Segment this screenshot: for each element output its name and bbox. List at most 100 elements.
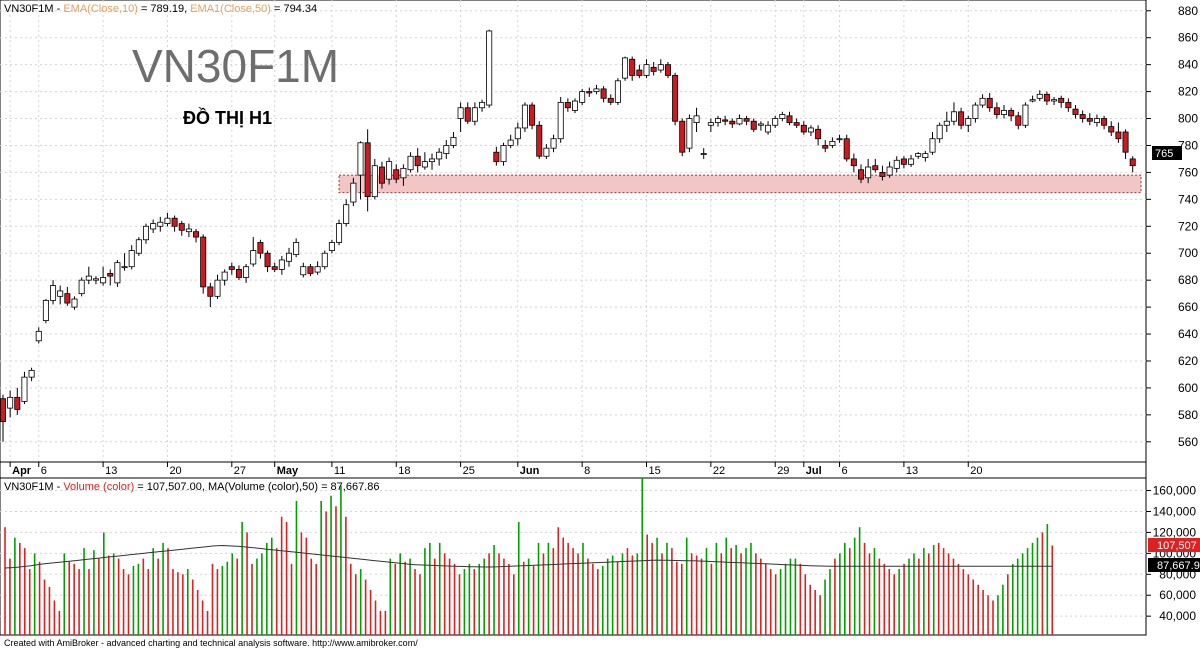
- candle-up: [214, 279, 221, 297]
- candle-up: [514, 127, 521, 140]
- candle-down: [493, 151, 500, 163]
- candle-down: [1079, 114, 1086, 119]
- date-tick-label: 15: [649, 465, 661, 477]
- candle-up: [278, 259, 285, 270]
- candle-up: [908, 158, 915, 165]
- price-tick-label: 740: [1178, 192, 1198, 206]
- date-tick-label: 6: [842, 465, 848, 477]
- candle-down: [679, 120, 686, 153]
- candle-down: [793, 122, 800, 126]
- volume-tick-label: 60,000: [1159, 588, 1196, 602]
- price-tick-label: 840: [1178, 58, 1198, 72]
- price-tick-label: 560: [1178, 435, 1198, 449]
- date-tick-label: 13: [105, 465, 117, 477]
- candle-down: [872, 165, 879, 171]
- candle-down: [1015, 115, 1022, 126]
- candle-up: [943, 120, 950, 126]
- candle-up: [78, 279, 85, 295]
- date-tick-label: 8: [584, 465, 590, 477]
- last-ma-label: 87,667.9: [1157, 560, 1200, 572]
- candle-up: [929, 138, 936, 153]
- candle-up: [715, 118, 722, 123]
- candle-down: [393, 169, 400, 180]
- candle-up: [693, 115, 700, 123]
- candle-down: [850, 158, 857, 167]
- candle-up: [150, 223, 157, 230]
- candle-up: [700, 153, 707, 155]
- candle-down: [1072, 108, 1079, 115]
- candle-up: [35, 330, 42, 342]
- candle-down: [107, 273, 114, 277]
- candle-up: [57, 290, 64, 297]
- candle-down: [664, 64, 671, 76]
- candle-down: [378, 166, 385, 184]
- candle-up: [85, 275, 92, 281]
- volume-header: VN30F1M - Volume (color) = 107,507.00, M…: [4, 481, 379, 493]
- ema10-label: EMA(Close,10): [63, 3, 138, 15]
- candle-up: [450, 136, 457, 146]
- candle-down: [986, 97, 993, 109]
- candle-down: [629, 58, 636, 76]
- candle-up: [114, 262, 121, 284]
- candle-down: [1115, 131, 1122, 140]
- candle-up: [643, 64, 650, 76]
- candle-down: [1043, 93, 1050, 102]
- price-tick-label: 600: [1178, 381, 1198, 395]
- candle-down: [750, 120, 757, 130]
- volume-axis: 40,00060,00080,000100,000120,000140,0001…: [1146, 484, 1196, 623]
- candle-down: [564, 101, 571, 109]
- price-tick-label: 760: [1178, 165, 1198, 179]
- candle-down: [0, 398, 6, 422]
- candle-down: [607, 97, 614, 103]
- candle-up: [314, 266, 321, 273]
- candle-up: [836, 138, 843, 141]
- candle-up: [807, 127, 814, 133]
- candle-up: [92, 278, 99, 281]
- candle-up: [457, 107, 464, 119]
- candle-down: [1101, 118, 1108, 126]
- last-volume-label: 107,507: [1157, 540, 1197, 552]
- candle-up: [893, 159, 900, 169]
- candle-up: [886, 166, 893, 176]
- candle-up: [243, 266, 250, 278]
- date-tick-label: 18: [398, 465, 410, 477]
- candle-up: [543, 147, 550, 157]
- vol-header-symbol: VN30F1M: [4, 481, 54, 493]
- candle-down: [958, 111, 965, 126]
- candle-up: [486, 30, 493, 106]
- candle-up: [1093, 118, 1100, 123]
- price-tick-label: 720: [1178, 219, 1198, 233]
- candle-up: [779, 114, 786, 119]
- candle-up: [357, 142, 364, 176]
- candle-down: [1129, 158, 1136, 167]
- candle-down: [228, 266, 235, 270]
- ema50-value: = 794.34: [274, 3, 317, 15]
- vol-value: = 107,507.00,: [137, 481, 205, 493]
- candle-up: [71, 298, 78, 308]
- candle-down: [900, 158, 907, 165]
- candle-up: [21, 376, 28, 402]
- candle-up: [428, 158, 435, 163]
- candle-down: [1058, 97, 1065, 103]
- price-tick-label: 660: [1178, 300, 1198, 314]
- candle-up: [736, 118, 743, 125]
- candle-up: [185, 228, 192, 233]
- date-tick-label: 27: [234, 465, 246, 477]
- vol-label: Volume (color): [63, 481, 134, 493]
- candle-up: [557, 101, 564, 140]
- candle-down: [1008, 110, 1015, 117]
- candle-up: [572, 100, 579, 111]
- candle-down: [235, 268, 242, 278]
- date-tick-label: 22: [713, 465, 725, 477]
- date-tick-label: Apr: [12, 465, 32, 477]
- candle-down: [822, 145, 829, 149]
- candle-down: [650, 66, 657, 72]
- candle-up: [250, 250, 257, 265]
- candle-up: [157, 221, 164, 227]
- candle-down: [529, 104, 536, 126]
- price-tick-label: 780: [1178, 138, 1198, 152]
- ema10-value: = 789.19,: [141, 3, 187, 15]
- price-tick-label: 820: [1178, 85, 1198, 99]
- candle-up: [28, 370, 35, 378]
- candle-down: [200, 236, 207, 288]
